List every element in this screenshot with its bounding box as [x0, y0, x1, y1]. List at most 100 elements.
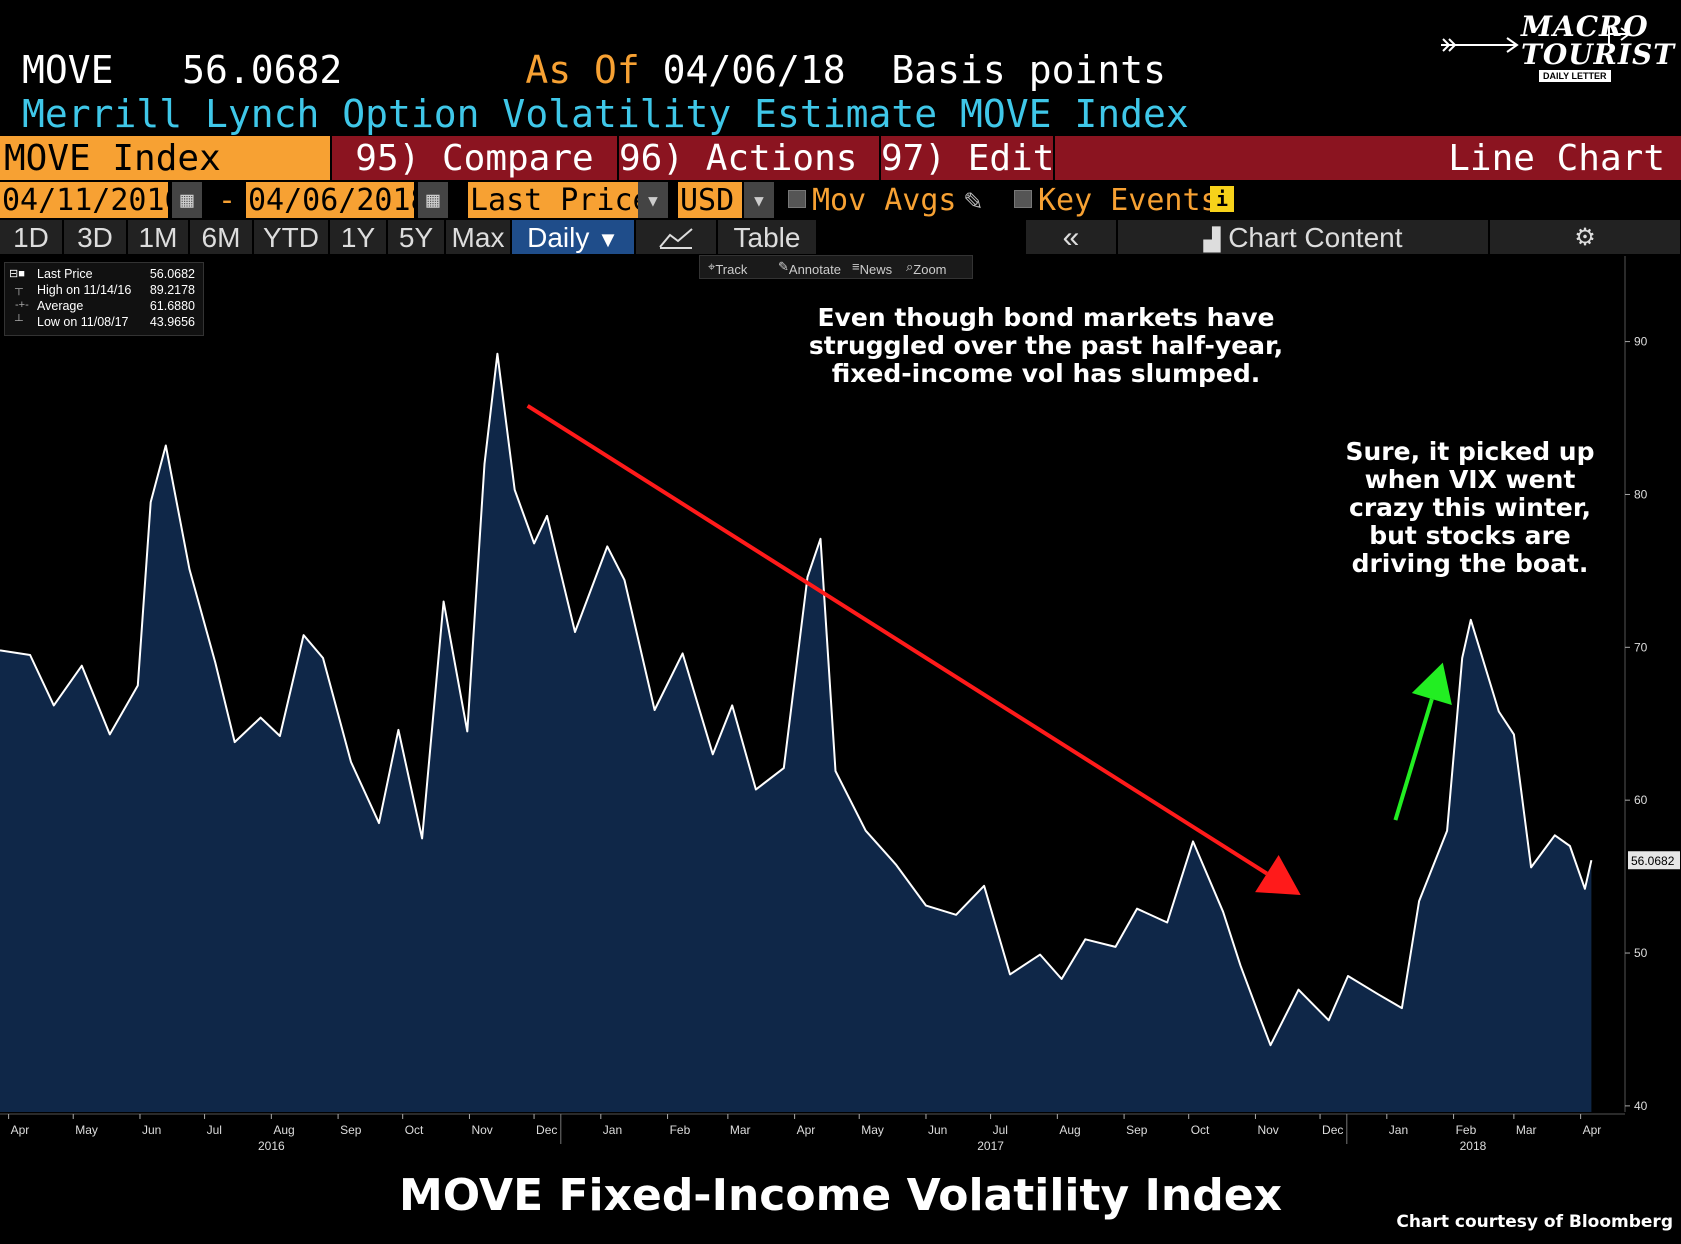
period-3d[interactable]: 3D — [64, 220, 126, 254]
x-tick-label: Nov — [1257, 1123, 1278, 1137]
period-bar: 1D 3D 1M 6M YTD 1Y 5Y Max Daily ▼ Table … — [0, 220, 1681, 254]
period-5y[interactable]: 5Y — [388, 220, 444, 254]
chart-legend: ⊟■ Last Price 56.0682 ┬ High on 11/14/16 89.… — [4, 262, 204, 336]
command-bar: MOVE Index 95) Compare 96) Actions ▾ 97)… — [0, 136, 1681, 180]
chart-title: MOVE Fixed-Income Volatility Index — [399, 1170, 1282, 1221]
frequency-select[interactable]: Daily ▼ — [512, 220, 634, 254]
period-max[interactable]: Max — [446, 220, 510, 254]
x-tick-label: Feb — [1456, 1123, 1477, 1137]
date-separator: - — [218, 183, 237, 218]
x-year-label: 2018 — [1460, 1139, 1487, 1153]
legend-row-low: ┴ Low on 11/08/17 43.9656 — [5, 315, 199, 331]
legend-row-high: ┬ High on 11/14/16 89.2178 — [5, 283, 199, 299]
end-calendar-icon[interactable]: ▦ — [418, 182, 448, 218]
collapse-icon[interactable]: « — [1026, 220, 1116, 254]
arrow-uptrend-shaft — [1393, 698, 1434, 821]
chart-credit: Chart courtesy of Bloomberg — [1396, 1212, 1673, 1232]
last-value: 56.0682 — [182, 48, 343, 92]
x-tick-label: Dec — [1322, 1123, 1343, 1137]
compare-label: 95) Compare — [355, 138, 594, 179]
mov-avgs-toggle[interactable]: Mov Avgs — [788, 182, 957, 218]
index-description: Merrill Lynch Option Volatility Estimate… — [22, 92, 1189, 136]
edit-label: 97) Edit — [881, 138, 1055, 179]
x-tick-label: Mar — [1516, 1123, 1537, 1137]
chart-type-label: Line Chart — [1055, 136, 1681, 180]
currency-select[interactable]: USD — [678, 182, 742, 218]
security-field[interactable]: MOVE Index — [0, 136, 330, 180]
y-tick-label: 60 — [1634, 793, 1648, 807]
key-events-checkbox[interactable] — [1014, 190, 1032, 208]
x-tick-label: Aug — [1059, 1123, 1080, 1137]
legend-name: Last Price — [37, 267, 93, 281]
logo-line-1: MACRO — [1521, 10, 1649, 43]
legend-value: 61.6880 — [149, 299, 195, 313]
chart-area[interactable]: 40 50 60 70 80 90 56.0682 Apr May Jun Jul Aug Sep Oct… — [0, 256, 1681, 1166]
x-tick-label: Dec — [536, 1123, 557, 1137]
x-tick-label: Sep — [340, 1123, 362, 1137]
x-tick-label: Jan — [1389, 1123, 1408, 1137]
key-events-toggle[interactable]: Key Events — [1014, 182, 1219, 218]
y-tick-label: 90 — [1634, 335, 1648, 349]
news-tool[interactable]: ≡ News — [852, 259, 893, 277]
line-chart-icon[interactable] — [636, 220, 716, 254]
start-calendar-icon[interactable]: ▦ — [172, 182, 202, 218]
x-tick-label: Apr — [11, 1123, 30, 1137]
x-tick-label: Apr — [797, 1123, 816, 1137]
macro-tourist-logo: MACRO TOURIST DAILY LETTER — [1441, 10, 1674, 90]
actions-label: 96) Actions — [619, 138, 858, 179]
as-of-date: 04/06/18 — [662, 48, 846, 92]
field-select[interactable]: Last Price — [468, 182, 651, 218]
zoom-tool[interactable]: ⌕ Zoom — [906, 259, 947, 277]
frequency-caret-icon: ▼ — [597, 227, 619, 252]
period-ytd[interactable]: YTD — [254, 220, 328, 254]
period-6m[interactable]: 6M — [190, 220, 252, 254]
x-tick-label: Nov — [471, 1123, 492, 1137]
series-line — [0, 352, 1593, 1047]
period-1d[interactable]: 1D — [0, 220, 62, 254]
last-price-tag-label: 56.0682 — [1631, 854, 1675, 868]
start-date-field[interactable]: 04/11/2016 — [0, 182, 183, 218]
track-tool[interactable]: ⌖ Track — [708, 259, 748, 277]
as-of-label: As Of — [525, 48, 640, 92]
legend-low-icon: ┴ — [15, 315, 23, 327]
actions-button[interactable]: 96) Actions ▾ — [619, 136, 891, 180]
x-tick-label: Oct — [1191, 1123, 1210, 1137]
annotation-line: fixed-income vol has slumped. — [832, 359, 1261, 388]
field-dropdown-icon[interactable]: ▼ — [638, 182, 668, 218]
x-tick-label: Jul — [993, 1123, 1008, 1137]
series-area — [0, 353, 1592, 1112]
annotation-line: crazy this winter, — [1349, 493, 1591, 522]
x-tick-label: Oct — [405, 1123, 424, 1137]
legend-name: Low on 11/08/17 — [37, 315, 129, 329]
end-date-field[interactable]: 04/06/2018 — [246, 182, 429, 218]
axis-layer: 40 50 60 70 80 90 56.0682 Apr May Jun Jul Aug Sep Oct… — [0, 256, 1680, 1153]
legend-high-icon: ┬ — [15, 283, 23, 295]
x-tick-label: Jan — [603, 1123, 622, 1137]
period-1m[interactable]: 1M — [128, 220, 188, 254]
legend-swatch-icon: ⊟■ — [9, 268, 25, 280]
settings-gear-icon[interactable]: ⚙ — [1490, 220, 1680, 254]
legend-value: 56.0682 — [149, 267, 195, 281]
chart-content-button[interactable]: ▟ Chart Content — [1118, 220, 1488, 254]
mov-avgs-label: Mov Avgs — [812, 183, 957, 218]
period-1y[interactable]: 1Y — [330, 220, 386, 254]
x-tick-label: Mar — [730, 1123, 751, 1137]
arrow-downtrend-head — [1255, 854, 1301, 895]
table-button[interactable]: Table — [718, 220, 816, 254]
pencil-icon[interactable]: ✎ — [964, 183, 983, 218]
x-tick-label: Apr — [1583, 1123, 1602, 1137]
annotation-line: Even though bond markets have — [817, 303, 1274, 332]
x-tick-label: May — [75, 1123, 98, 1137]
annotation-line: when VIX went — [1365, 465, 1576, 494]
compare-button[interactable]: 95) Compare — [332, 136, 617, 180]
chart-settings-bar: 04/11/2016 ▦ - 04/06/2018 ▦ Last Price ▼… — [0, 182, 1681, 218]
legend-value: 43.9656 — [149, 315, 195, 329]
mov-avgs-checkbox[interactable] — [788, 190, 806, 208]
info-icon[interactable]: i — [1210, 186, 1234, 212]
x-tick-label: Jun — [928, 1123, 947, 1137]
edit-button[interactable]: 97) Edit▾ — [881, 136, 1066, 180]
annotation-line: struggled over the past half-year, — [809, 331, 1283, 360]
annotate-tool[interactable]: ✎ Annotate — [778, 259, 841, 277]
x-tick-label: May — [861, 1123, 884, 1137]
currency-dropdown-icon[interactable]: ▼ — [744, 182, 774, 218]
